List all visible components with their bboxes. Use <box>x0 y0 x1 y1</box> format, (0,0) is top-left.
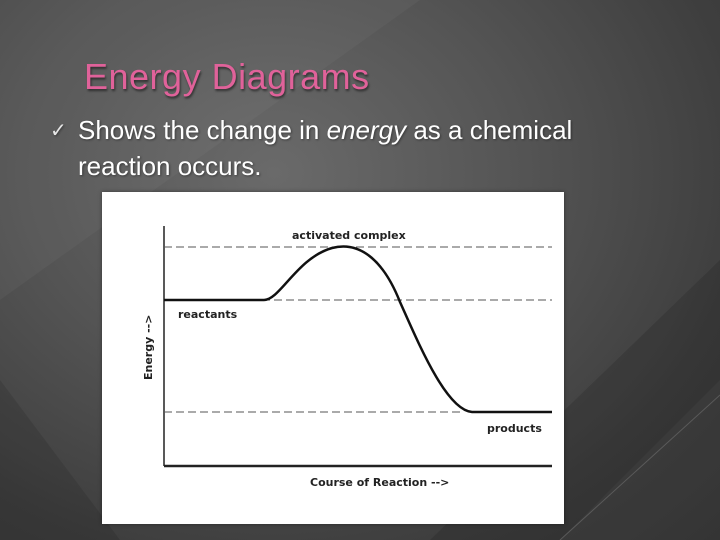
energy-diagram-figure: activated complex reactants products Ene… <box>102 192 564 524</box>
x-axis-label: Course of Reaction --> <box>310 476 449 489</box>
bullet-text: Shows the change in energy as a chemical… <box>78 115 573 181</box>
bullet-point: ✓ Shows the change in energy as a chemic… <box>50 112 670 184</box>
slide-title: Energy Diagrams <box>84 56 370 97</box>
energy-curve <box>164 245 552 414</box>
y-axis-label: Energy --> <box>142 315 155 380</box>
checkmark-icon: ✓ <box>50 118 67 142</box>
products-label: products <box>487 422 542 435</box>
activated-complex-label: activated complex <box>292 229 406 242</box>
energy-diagram: activated complex reactants products Ene… <box>142 226 552 489</box>
reactants-label: reactants <box>178 308 238 321</box>
